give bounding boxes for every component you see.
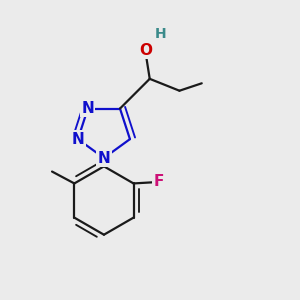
- Text: F: F: [154, 175, 164, 190]
- Text: H: H: [154, 27, 166, 41]
- Text: N: N: [82, 101, 94, 116]
- Text: O: O: [139, 43, 152, 58]
- Text: N: N: [98, 151, 110, 166]
- Text: N: N: [71, 132, 84, 147]
